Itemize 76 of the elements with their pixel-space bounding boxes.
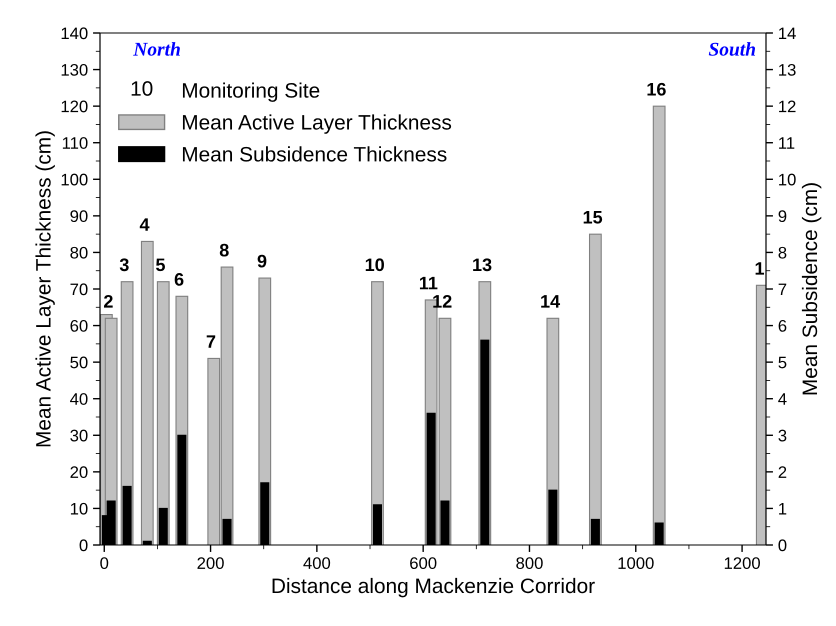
annotation: North (133, 42, 180, 56)
bar (372, 504, 382, 545)
bar (158, 508, 168, 545)
bar (588, 234, 602, 545)
y-tick-label: 100 (62, 174, 88, 186)
y2-tick-label: 0 (778, 539, 786, 552)
y-tick-label: 70 (70, 283, 88, 296)
bar (548, 490, 558, 545)
y2-tick-label: 4 (778, 393, 787, 405)
annotation: 6 (174, 273, 184, 286)
x-tick-label: 200 (197, 557, 224, 570)
y2-tick-label: 9 (778, 210, 786, 222)
annotation: 7 (206, 335, 216, 348)
y-tick-label: 90 (70, 210, 88, 222)
x-tick-label: 600 (410, 557, 436, 570)
bar (590, 518, 600, 545)
y-tick-label: 120 (62, 100, 88, 112)
bar (260, 482, 270, 545)
annotation: 10 (366, 258, 384, 272)
bar (177, 434, 186, 545)
annotation: Monitoring Site (182, 82, 320, 102)
legend-label: Mean Subsidence Thickness (182, 146, 446, 162)
bar (440, 500, 450, 545)
y2-tick-label: 10 (779, 174, 796, 186)
annotation: 16 (647, 82, 666, 96)
annotation: 10 (132, 81, 152, 96)
annotation: 13 (473, 258, 492, 272)
annotation: 9 (258, 254, 266, 268)
annotation: 8 (220, 244, 229, 257)
y2-tick-label: 1 (779, 503, 786, 514)
y-tick-label: 130 (62, 64, 88, 76)
x-tick-label: 1200 (724, 557, 760, 570)
annotation: South (708, 42, 756, 56)
x-tick-label: 400 (303, 557, 330, 570)
y-tick-label: 50 (70, 356, 88, 368)
y-tick-label: 60 (70, 320, 88, 332)
y-tick-label: 110 (62, 137, 88, 149)
x-tick-label: 1000 (618, 557, 654, 570)
bar (122, 486, 132, 545)
annotation: 1 (756, 262, 764, 275)
y2-tick-label: 13 (779, 64, 796, 76)
y2-tick-label: 11 (779, 137, 794, 149)
y-tick-label: 140 (62, 27, 88, 40)
annotation: 11 (420, 276, 438, 290)
annotation: 5 (156, 258, 165, 272)
bar (140, 240, 154, 545)
legend-label: Mean Active Layer Thickness (182, 114, 452, 134)
x-tick-label: 0 (100, 557, 108, 570)
annotation: 4 (140, 218, 150, 231)
bar (222, 518, 232, 545)
bar (654, 522, 664, 545)
y-tick-label: 20 (70, 466, 88, 478)
y2-tick-label: 14 (779, 28, 796, 40)
annotation: 3 (120, 258, 129, 272)
bar (652, 106, 666, 545)
y2-tick-label: 12 (779, 100, 796, 112)
y2-tick-label: 7 (778, 284, 786, 296)
y-tick-label: 0 (80, 539, 88, 552)
y2-axis-title: Mean Subsidence (cm) (802, 183, 822, 394)
y-tick-label: 80 (70, 246, 88, 259)
annotation: 14 (541, 295, 560, 308)
y2-tick-label: 8 (778, 246, 786, 259)
bar (426, 412, 436, 545)
annotation: 2 (104, 294, 113, 308)
annotation: 15 (584, 211, 602, 224)
y-axis-title: Mean Active Layer Thickness (cm) (35, 131, 55, 446)
y2-tick-label: 3 (778, 430, 786, 442)
x-tick-label: 800 (516, 557, 543, 570)
y-tick-label: 10 (70, 502, 88, 515)
y-tick-label: 40 (70, 393, 88, 405)
annotation: 12 (433, 294, 452, 308)
y2-tick-label: 6 (778, 320, 786, 332)
y-tick-label: 30 (70, 430, 88, 442)
x-axis-title: Distance along Mackenzie Corridor (272, 578, 595, 598)
y2-tick-label: 5 (778, 356, 786, 368)
y2-tick-label: 2 (778, 466, 786, 478)
